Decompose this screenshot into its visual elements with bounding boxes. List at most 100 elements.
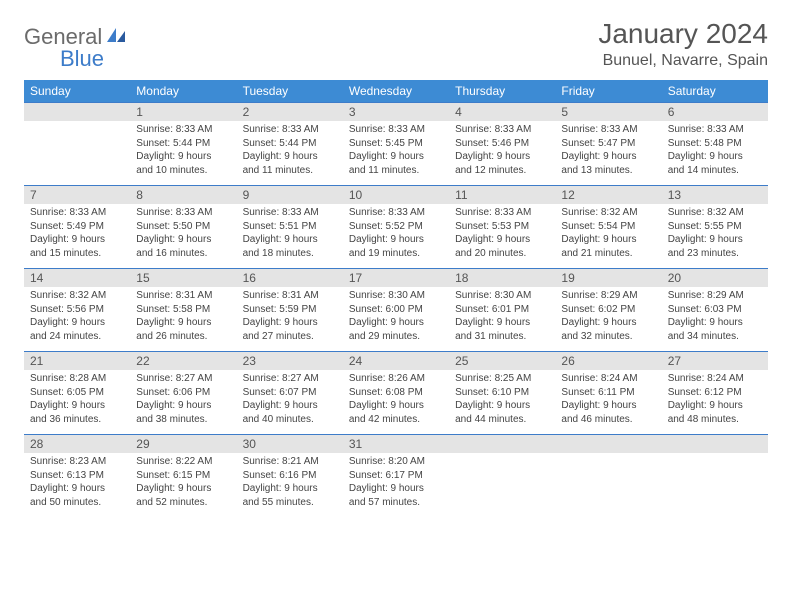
day-body: Sunrise: 8:27 AMSunset: 6:07 PMDaylight:… <box>237 370 343 434</box>
day-body: Sunrise: 8:25 AMSunset: 6:10 PMDaylight:… <box>449 370 555 434</box>
day-body: Sunrise: 8:33 AMSunset: 5:51 PMDaylight:… <box>237 204 343 268</box>
sunset-text: Sunset: 5:48 PM <box>668 137 762 151</box>
dow-saturday: Saturday <box>662 80 768 103</box>
dow-sunday: Sunday <box>24 80 130 103</box>
sunrise-text: Sunrise: 8:33 AM <box>455 123 549 137</box>
logo-text-blue: Blue <box>60 46 134 72</box>
daylight-text-2: and 42 minutes. <box>349 413 443 427</box>
day-cell <box>24 103 130 186</box>
day-body: Sunrise: 8:30 AMSunset: 6:01 PMDaylight:… <box>449 287 555 351</box>
day-body: Sunrise: 8:24 AMSunset: 6:11 PMDaylight:… <box>555 370 661 434</box>
day-body: Sunrise: 8:26 AMSunset: 6:08 PMDaylight:… <box>343 370 449 434</box>
day-body: Sunrise: 8:28 AMSunset: 6:05 PMDaylight:… <box>24 370 130 434</box>
sunset-text: Sunset: 6:16 PM <box>243 469 337 483</box>
day-cell: 14Sunrise: 8:32 AMSunset: 5:56 PMDayligh… <box>24 269 130 352</box>
day-body <box>449 453 555 511</box>
daylight-text-2: and 11 minutes. <box>349 164 443 178</box>
sunset-text: Sunset: 6:08 PM <box>349 386 443 400</box>
day-number: 10 <box>343 186 449 204</box>
daylight-text-2: and 44 minutes. <box>455 413 549 427</box>
daylight-text-1: Daylight: 9 hours <box>455 233 549 247</box>
week-row: 7Sunrise: 8:33 AMSunset: 5:49 PMDaylight… <box>24 186 768 269</box>
day-body: Sunrise: 8:33 AMSunset: 5:47 PMDaylight:… <box>555 121 661 185</box>
day-number: 31 <box>343 435 449 453</box>
daylight-text-2: and 15 minutes. <box>30 247 124 261</box>
sunrise-text: Sunrise: 8:31 AM <box>243 289 337 303</box>
day-number: 29 <box>130 435 236 453</box>
sunset-text: Sunset: 5:56 PM <box>30 303 124 317</box>
sunset-text: Sunset: 5:45 PM <box>349 137 443 151</box>
day-number: 11 <box>449 186 555 204</box>
sunset-text: Sunset: 6:01 PM <box>455 303 549 317</box>
sunrise-text: Sunrise: 8:23 AM <box>30 455 124 469</box>
day-cell: 11Sunrise: 8:33 AMSunset: 5:53 PMDayligh… <box>449 186 555 269</box>
sunset-text: Sunset: 5:58 PM <box>136 303 230 317</box>
day-number: 25 <box>449 352 555 370</box>
sunrise-text: Sunrise: 8:24 AM <box>561 372 655 386</box>
day-cell <box>662 435 768 518</box>
daylight-text-2: and 26 minutes. <box>136 330 230 344</box>
daylight-text-1: Daylight: 9 hours <box>243 150 337 164</box>
day-body: Sunrise: 8:23 AMSunset: 6:13 PMDaylight:… <box>24 453 130 517</box>
day-body: Sunrise: 8:33 AMSunset: 5:44 PMDaylight:… <box>237 121 343 185</box>
week-row: 21Sunrise: 8:28 AMSunset: 6:05 PMDayligh… <box>24 352 768 435</box>
daylight-text-1: Daylight: 9 hours <box>455 316 549 330</box>
day-number: 12 <box>555 186 661 204</box>
daylight-text-1: Daylight: 9 hours <box>136 316 230 330</box>
day-number-band <box>662 435 768 453</box>
day-cell: 13Sunrise: 8:32 AMSunset: 5:55 PMDayligh… <box>662 186 768 269</box>
sunset-text: Sunset: 5:55 PM <box>668 220 762 234</box>
dow-wednesday: Wednesday <box>343 80 449 103</box>
header: General Blue January 2024 Bunuel, Navarr… <box>24 18 768 72</box>
sunrise-text: Sunrise: 8:33 AM <box>243 123 337 137</box>
day-cell: 23Sunrise: 8:27 AMSunset: 6:07 PMDayligh… <box>237 352 343 435</box>
day-cell: 5Sunrise: 8:33 AMSunset: 5:47 PMDaylight… <box>555 103 661 186</box>
sunrise-text: Sunrise: 8:33 AM <box>349 123 443 137</box>
daylight-text-2: and 29 minutes. <box>349 330 443 344</box>
month-title: January 2024 <box>598 18 768 50</box>
day-cell: 19Sunrise: 8:29 AMSunset: 6:02 PMDayligh… <box>555 269 661 352</box>
day-body: Sunrise: 8:33 AMSunset: 5:46 PMDaylight:… <box>449 121 555 185</box>
day-number: 4 <box>449 103 555 121</box>
sunset-text: Sunset: 5:44 PM <box>243 137 337 151</box>
day-body: Sunrise: 8:33 AMSunset: 5:49 PMDaylight:… <box>24 204 130 268</box>
daylight-text-1: Daylight: 9 hours <box>136 233 230 247</box>
sunset-text: Sunset: 6:11 PM <box>561 386 655 400</box>
daylight-text-2: and 48 minutes. <box>668 413 762 427</box>
day-cell: 15Sunrise: 8:31 AMSunset: 5:58 PMDayligh… <box>130 269 236 352</box>
sunset-text: Sunset: 5:46 PM <box>455 137 549 151</box>
dow-friday: Friday <box>555 80 661 103</box>
sunset-text: Sunset: 6:06 PM <box>136 386 230 400</box>
daylight-text-2: and 27 minutes. <box>243 330 337 344</box>
daylight-text-2: and 55 minutes. <box>243 496 337 510</box>
day-number: 6 <box>662 103 768 121</box>
day-number: 16 <box>237 269 343 287</box>
daylight-text-1: Daylight: 9 hours <box>349 482 443 496</box>
day-body: Sunrise: 8:33 AMSunset: 5:48 PMDaylight:… <box>662 121 768 185</box>
day-cell: 17Sunrise: 8:30 AMSunset: 6:00 PMDayligh… <box>343 269 449 352</box>
daylight-text-2: and 11 minutes. <box>243 164 337 178</box>
sunrise-text: Sunrise: 8:24 AM <box>668 372 762 386</box>
day-number: 18 <box>449 269 555 287</box>
daylight-text-2: and 32 minutes. <box>561 330 655 344</box>
daylight-text-1: Daylight: 9 hours <box>30 316 124 330</box>
day-cell: 8Sunrise: 8:33 AMSunset: 5:50 PMDaylight… <box>130 186 236 269</box>
daylight-text-2: and 24 minutes. <box>30 330 124 344</box>
title-block: January 2024 Bunuel, Navarre, Spain <box>598 18 768 70</box>
sunset-text: Sunset: 6:05 PM <box>30 386 124 400</box>
day-body: Sunrise: 8:24 AMSunset: 6:12 PMDaylight:… <box>662 370 768 434</box>
day-number: 5 <box>555 103 661 121</box>
sunset-text: Sunset: 6:15 PM <box>136 469 230 483</box>
day-of-week-row: Sunday Monday Tuesday Wednesday Thursday… <box>24 80 768 103</box>
day-number: 26 <box>555 352 661 370</box>
daylight-text-1: Daylight: 9 hours <box>668 233 762 247</box>
sunset-text: Sunset: 6:17 PM <box>349 469 443 483</box>
day-cell: 18Sunrise: 8:30 AMSunset: 6:01 PMDayligh… <box>449 269 555 352</box>
sunset-text: Sunset: 5:52 PM <box>349 220 443 234</box>
day-cell: 9Sunrise: 8:33 AMSunset: 5:51 PMDaylight… <box>237 186 343 269</box>
sunset-text: Sunset: 6:13 PM <box>30 469 124 483</box>
week-row: 1Sunrise: 8:33 AMSunset: 5:44 PMDaylight… <box>24 103 768 186</box>
sunrise-text: Sunrise: 8:32 AM <box>30 289 124 303</box>
daylight-text-2: and 38 minutes. <box>136 413 230 427</box>
sunrise-text: Sunrise: 8:30 AM <box>349 289 443 303</box>
